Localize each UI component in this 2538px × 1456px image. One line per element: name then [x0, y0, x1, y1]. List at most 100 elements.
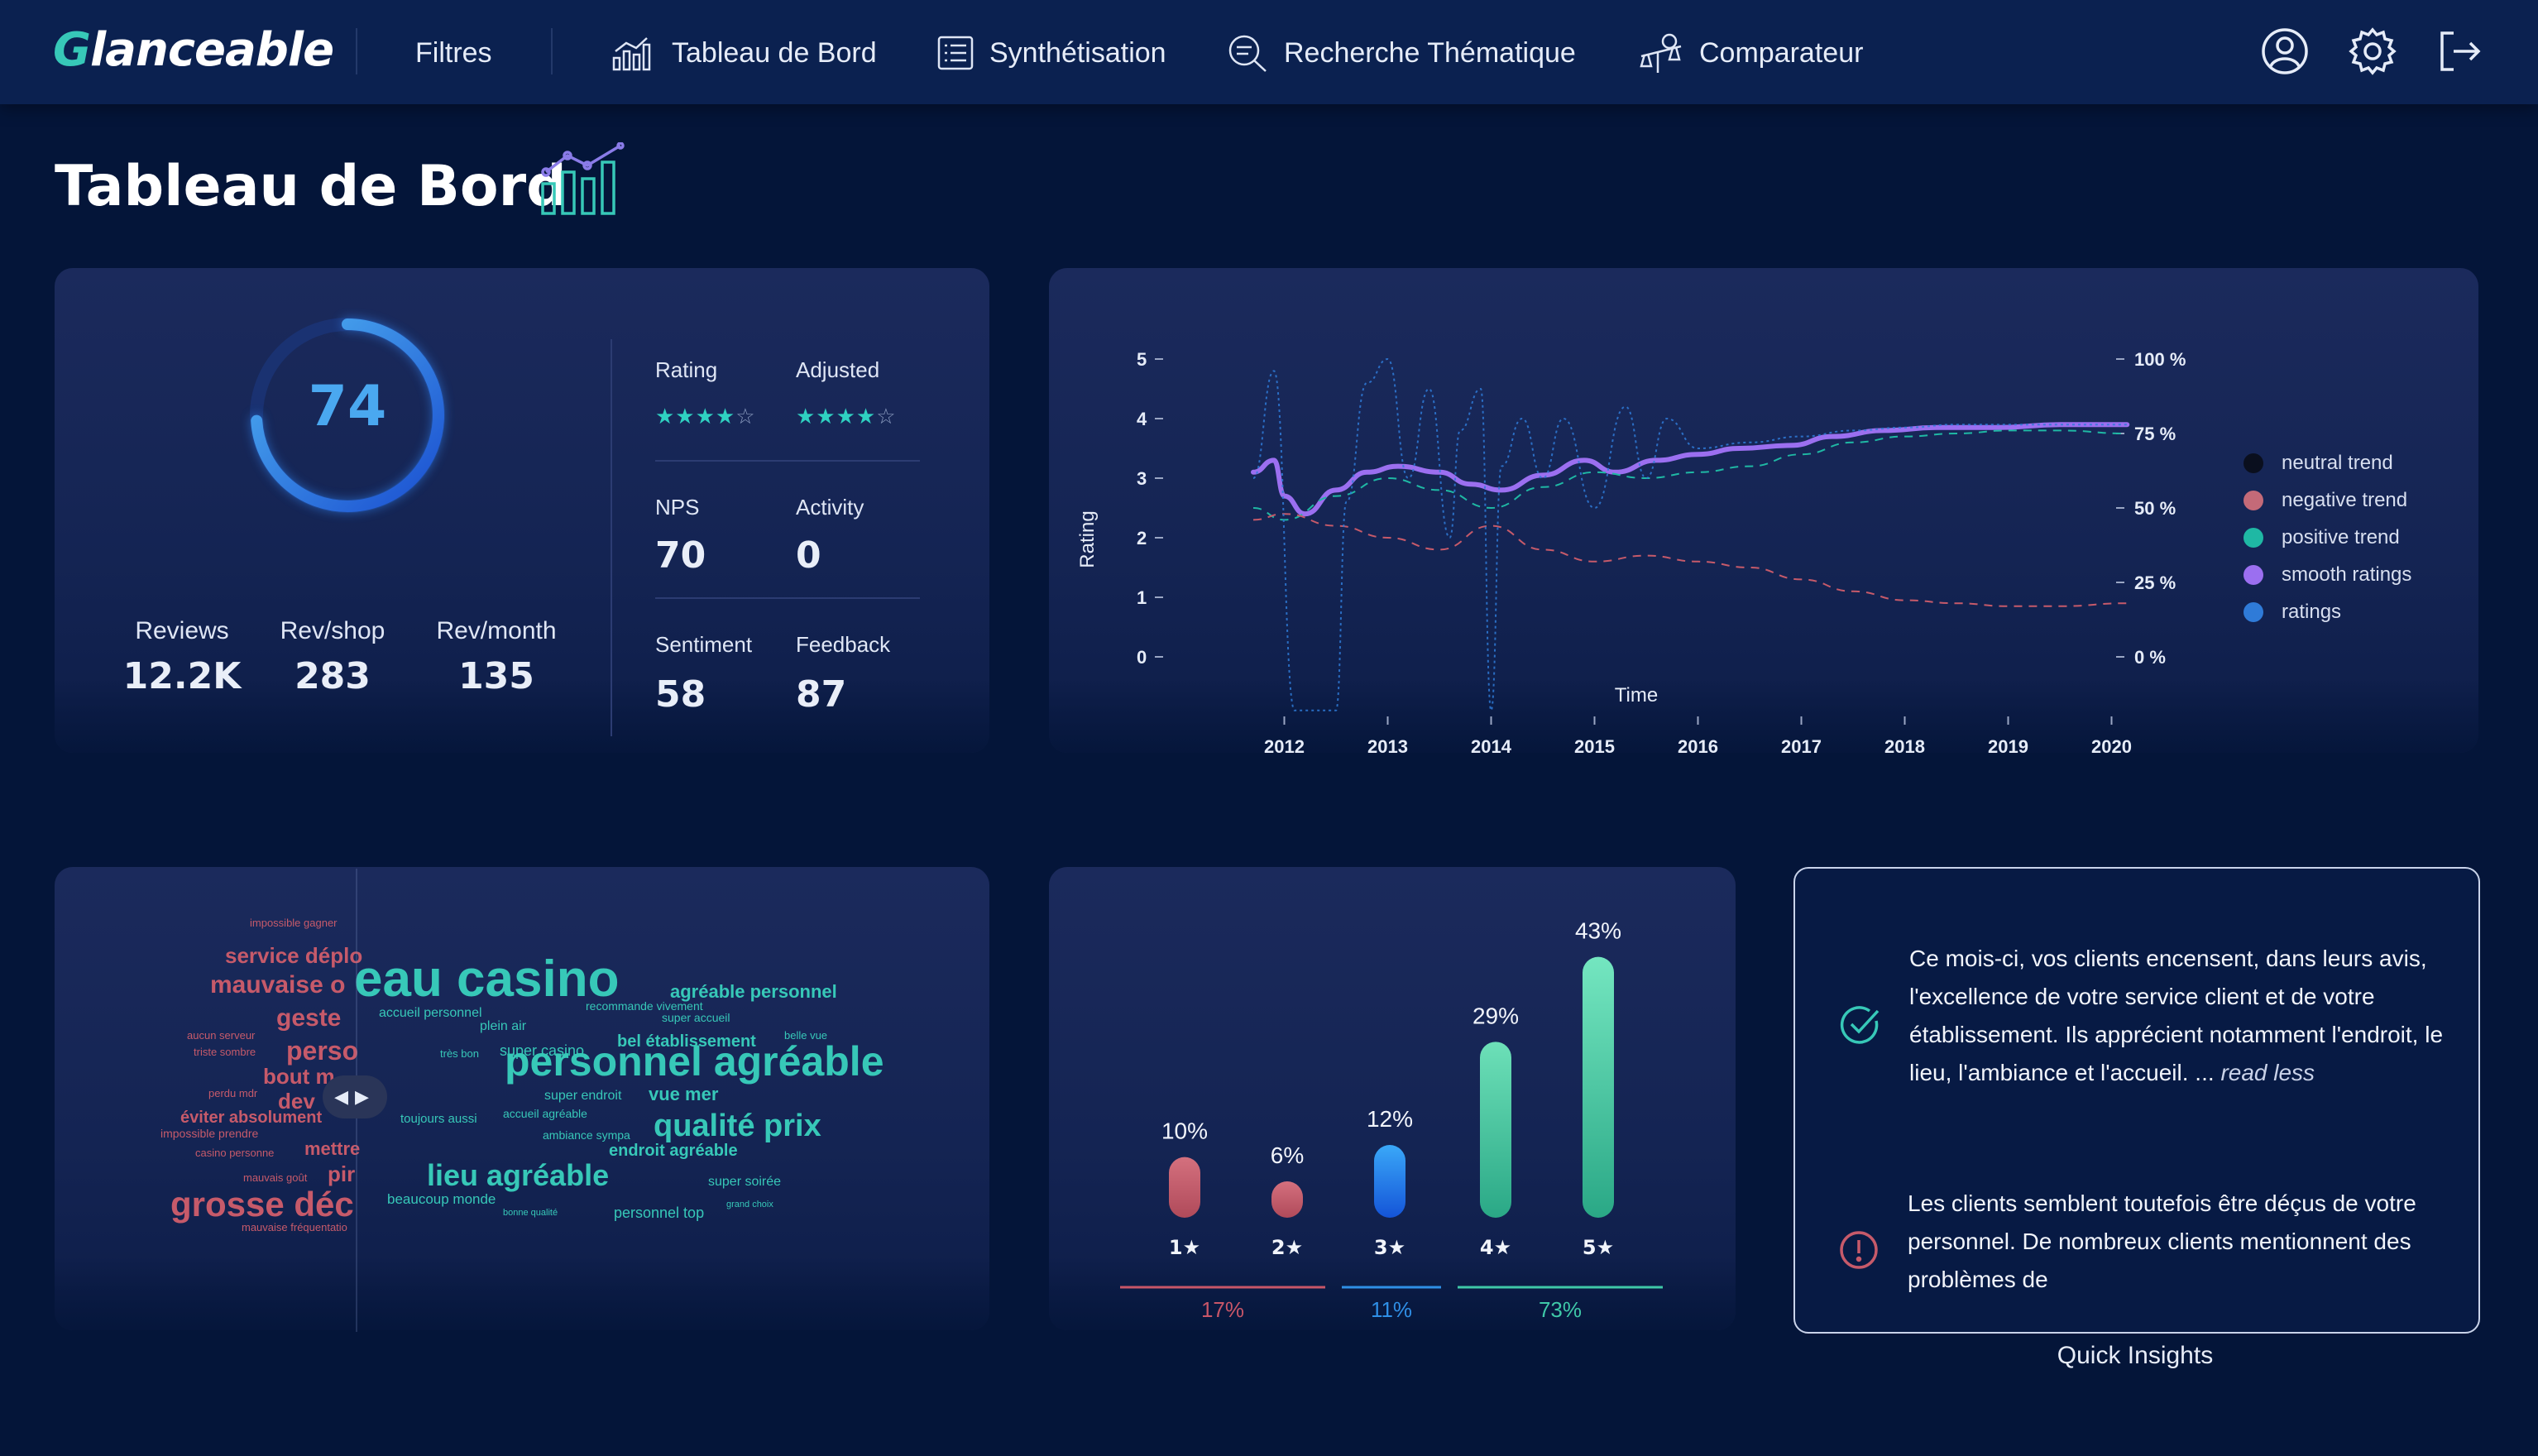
word-cloud-term: endroit agréable	[609, 1142, 738, 1160]
star-distribution-chart[interactable]: 10% 1★ 6% 2★ 12% 3★ 29% 4★ 43% 5★ 17% 11% 73%	[1049, 867, 1736, 1363]
word-cloud-term: super casino	[500, 1042, 585, 1059]
word-cloud-term: beaucoup monde	[387, 1191, 496, 1207]
kpi-row-divider	[655, 460, 920, 462]
document-list-icon	[937, 36, 974, 70]
word-cloud-term: bel établissement	[617, 1032, 756, 1051]
nav-thematic-search[interactable]: Recherche Thématique	[1226, 30, 1576, 76]
legend-label: neutral trend	[2282, 452, 2393, 474]
bar-category-label: 1★	[1169, 1236, 1200, 1259]
y-tick-label: 0	[1137, 647, 1147, 668]
logo-rest: lanceable	[89, 23, 334, 77]
negative-insight-text: Les clients semblent toutefois être déçu…	[1908, 1190, 2416, 1292]
rev-month-value: 135	[458, 655, 534, 697]
legend-ratings[interactable]: ratings	[2243, 601, 2341, 624]
legend-dot	[2243, 528, 2263, 548]
nav-dashboard[interactable]: Tableau de Bord	[611, 30, 877, 76]
card-fade	[1049, 1256, 1736, 1330]
word-cloud-term: qualité prix	[654, 1109, 821, 1143]
bar-category-label: 3★	[1374, 1236, 1405, 1259]
bar-5-star	[1583, 956, 1614, 1218]
negative-insight: Les clients semblent toutefois être déçu…	[1908, 1185, 2445, 1299]
bar-category-label: 5★	[1583, 1236, 1614, 1259]
word-cloud-term: geste	[276, 1004, 342, 1032]
word-cloud-term: triste sombre	[194, 1046, 256, 1058]
positive-insight: Ce mois-ci, vos clients encensent, dans …	[1909, 940, 2447, 1092]
legend-neutral-trend[interactable]: neutral trend	[2243, 452, 2393, 475]
logo-initial: G	[53, 23, 91, 77]
adjusted-stars-off: ☆	[876, 404, 897, 429]
word-cloud-term: bonne qualité	[503, 1208, 558, 1218]
logout-icon[interactable]	[2432, 25, 2485, 78]
group-percentage-label: 17%	[1201, 1297, 1244, 1322]
y-tick-label: 2	[1137, 528, 1147, 548]
word-cloud-term: eau casino	[354, 951, 620, 1008]
rating-label: Rating	[655, 357, 718, 382]
nav-filters[interactable]: Filtres	[415, 30, 492, 76]
score-gauge-arc	[251, 318, 444, 512]
word-cloud-term: casino personne	[195, 1147, 275, 1159]
feedback-label: Feedback	[796, 632, 891, 657]
legend-dot	[2243, 491, 2263, 510]
nav-comparator[interactable]: Comparateur	[1638, 30, 1863, 76]
bar-4-star	[1480, 1042, 1511, 1218]
top-navigation-bar: Glanceable Filtres Tableau de Bord Synth…	[0, 0, 2538, 104]
bar-2-star	[1271, 1181, 1303, 1218]
y2-tick-label: 0 %	[2134, 647, 2166, 668]
legend-positive-trend[interactable]: positive trend	[2243, 526, 2400, 549]
legend-label: negative trend	[2282, 489, 2408, 511]
y-tick-label: 3	[1137, 468, 1147, 489]
read-less-link[interactable]: read less	[2220, 1060, 2315, 1085]
nav-thematic-label: Recherche Thématique	[1284, 36, 1576, 69]
adjusted-stars-on: ★★★★	[796, 404, 877, 429]
gear-icon[interactable]	[2346, 25, 2399, 78]
word-cloud-term: super endroit	[544, 1089, 622, 1103]
word-cloud-term: toujours aussi	[400, 1112, 477, 1126]
word-cloud-term: impossible gagner	[250, 917, 338, 929]
y-tick-label: 5	[1137, 349, 1147, 370]
word-cloud-term: ambiance sympa	[543, 1128, 630, 1142]
x-tick-label: 2016	[1678, 736, 1718, 757]
rating-stars-off: ☆	[735, 404, 756, 429]
reviews-value: 12.2K	[122, 655, 242, 697]
page-title: Tableau de Bord	[55, 154, 567, 219]
nav-filters-label: Filtres	[415, 36, 492, 69]
bar-value-label: 12%	[1367, 1106, 1413, 1132]
legend-smooth-ratings[interactable]: smooth ratings	[2243, 563, 2411, 587]
kpi-row-divider	[655, 597, 920, 599]
nav-synthesis-label: Synthétisation	[989, 36, 1166, 69]
word-cloud-term: mauvaise fréquentatio	[242, 1221, 347, 1233]
x-tick-label: 2014	[1471, 736, 1512, 757]
x-tick-label: 2019	[1988, 736, 2028, 757]
compare-slider-handle[interactable]: ◀ ▶	[323, 1075, 387, 1118]
group-percentage-label: 11%	[1371, 1297, 1412, 1322]
adjusted-stars: ★★★★☆	[796, 404, 897, 429]
feedback-value: 87	[796, 673, 847, 716]
bar-value-label: 6%	[1271, 1142, 1304, 1168]
x-tick-label: 2013	[1367, 736, 1408, 757]
legend-dot	[2243, 565, 2263, 585]
group-percentage-label: 73%	[1539, 1297, 1582, 1322]
user-account-icon[interactable]	[2258, 25, 2311, 78]
legend-negative-trend[interactable]: negative trend	[2243, 489, 2407, 512]
app-logo[interactable]: Glanceable	[53, 23, 334, 77]
nps-value: 70	[655, 534, 706, 577]
word-cloud-term: perdu mdr	[208, 1087, 258, 1099]
search-icon	[1228, 35, 1267, 72]
nav-synthesis[interactable]: Synthétisation	[936, 30, 1166, 76]
series-smooth-ratings	[1251, 422, 2130, 517]
word-cloud-term: super soirée	[708, 1175, 782, 1189]
word-cloud-term: accueil agréable	[503, 1107, 587, 1120]
bar-category-label: 4★	[1480, 1236, 1511, 1259]
x-tick-label: 2017	[1781, 736, 1822, 757]
word-cloud-term: service déplo	[225, 943, 363, 968]
legend-label: ratings	[2282, 601, 2342, 623]
nav-divider	[356, 28, 357, 74]
activity-label: Activity	[796, 495, 864, 520]
word-cloud-term: recommande vivement	[586, 999, 703, 1013]
series-negative-trend	[1252, 513, 2128, 607]
rev-month-label: Rev/month	[436, 617, 557, 644]
legend-dot	[2243, 453, 2263, 473]
series-ratings	[1252, 357, 2128, 711]
y-tick-label: 1	[1137, 587, 1147, 608]
